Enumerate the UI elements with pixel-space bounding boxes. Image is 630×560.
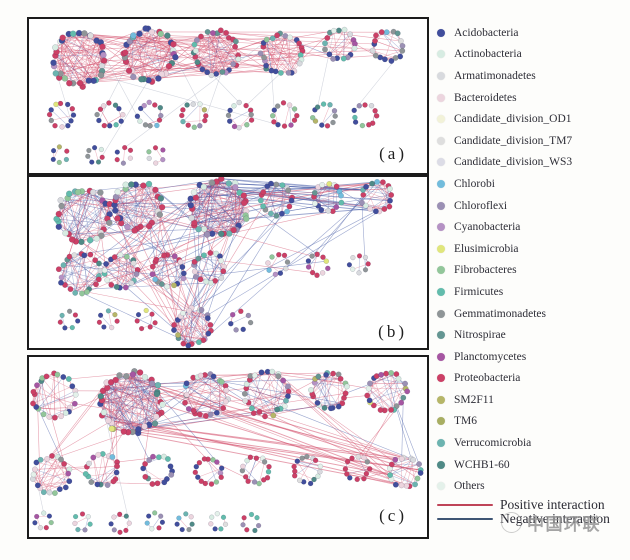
phylum-color-dot	[437, 352, 445, 361]
phylum-label: Verrucomicrobia	[454, 437, 532, 450]
phylum-color-dot	[437, 266, 445, 275]
phylum-color-dot	[437, 309, 445, 318]
legend-item-gemmatimonadetes: Gemmatimonadetes	[437, 303, 629, 325]
legend-item-nitrospirae: Nitrospirae	[437, 324, 629, 346]
positive-interaction-row: Positive interaction	[437, 497, 630, 512]
legend-item-chloroflexi: Chloroflexi	[437, 195, 629, 217]
legend-item-fibrobacteres: Fibrobacteres	[437, 260, 629, 282]
phylum-label: TM6	[454, 415, 477, 428]
phylum-color-dot	[437, 71, 445, 80]
panel-label-a: (a)	[377, 144, 409, 164]
legend-item-candidate_division_ws3: Candidate_division_WS3	[437, 152, 629, 174]
phylum-label: Elusimicrobia	[454, 242, 519, 255]
legend-item-others: Others	[437, 475, 629, 497]
phylum-color-dot	[437, 136, 445, 145]
taxa-legend: Acidobacteria Actinobacteria Armatimonadet…	[437, 22, 629, 497]
network-canvas-c	[30, 368, 424, 535]
legend-item-tm6: TM6	[437, 411, 629, 433]
legend-item-proteobacteria: Proteobacteria	[437, 368, 629, 390]
phylum-color-dot	[437, 482, 445, 491]
phylum-label: WCHB1-60	[454, 458, 510, 471]
phylum-label: Cyanobacteria	[454, 221, 521, 234]
legend-item-verrucomicrobia: Verrucomicrobia	[437, 432, 629, 454]
phylum-label: Planctomycetes	[454, 350, 527, 363]
legend-item-firmicutes: Firmicutes	[437, 281, 629, 303]
interaction-legend: Positive interaction Negative interactio…	[437, 497, 630, 526]
phylum-color-dot	[437, 244, 445, 253]
phylum-label: Proteobacteria	[454, 372, 521, 385]
positive-interaction-label: Positive interaction	[500, 497, 605, 512]
phylum-color-dot	[437, 287, 445, 296]
phylum-color-dot	[437, 374, 445, 383]
phylum-color-dot	[437, 223, 445, 232]
phylum-label: Acidobacteria	[454, 26, 519, 39]
legend-item-elusimicrobia: Elusimicrobia	[437, 238, 629, 260]
phylum-label: SM2F11	[454, 393, 494, 406]
phylum-label: Bacteroidetes	[454, 91, 517, 104]
legend-item-candidate_division_tm7: Candidate_division_TM7	[437, 130, 629, 152]
phylum-color-dot	[437, 331, 445, 340]
phylum-color-dot	[437, 395, 445, 404]
phylum-color-dot	[437, 50, 445, 59]
phylum-color-dot	[437, 460, 445, 469]
negative-line-swatch	[437, 517, 493, 521]
phylum-label: Candidate_division_OD1	[454, 113, 572, 126]
panel-label-b: (b)	[376, 322, 409, 342]
phylum-label: Armatimonadetes	[454, 69, 536, 82]
phylum-color-dot	[437, 93, 445, 102]
phylum-label: Fibrobacteres	[454, 264, 517, 277]
phylum-color-dot	[437, 28, 445, 37]
phylum-label: Candidate_division_TM7	[454, 134, 573, 147]
phylum-label: Candidate_division_WS3	[454, 156, 573, 169]
legend-item-wchb1-60: WCHB1-60	[437, 454, 629, 476]
legend-item-sm2f11: SM2F11	[437, 389, 629, 411]
phylum-label: Nitrospirae	[454, 329, 506, 342]
phylum-color-dot	[437, 179, 445, 188]
phylum-color-dot	[437, 115, 445, 124]
phylum-label: Actinobacteria	[454, 48, 522, 61]
network-panel-a: (a)	[27, 17, 429, 175]
phylum-color-dot	[437, 439, 445, 448]
legend-item-candidate_division_od1: Candidate_division_OD1	[437, 108, 629, 130]
phylum-color-dot	[437, 201, 445, 210]
legend-item-chlorobi: Chlorobi	[437, 173, 629, 195]
phylum-label: Chloroflexi	[454, 199, 508, 212]
panel-label-c: (c)	[377, 506, 409, 526]
phylum-color-dot	[437, 158, 445, 167]
positive-line-swatch	[437, 503, 493, 507]
network-panel-b: (b)	[27, 175, 429, 350]
phylum-label: Others	[454, 480, 485, 493]
network-canvas-a	[46, 25, 406, 166]
legend-item-armatimonadetes: Armatimonadetes	[437, 65, 629, 87]
negative-interaction-label: Negative interaction	[500, 511, 610, 526]
phylum-label: Chlorobi	[454, 177, 495, 190]
legend-item-bacteroidetes: Bacteroidetes	[437, 87, 629, 109]
legend-item-planctomycetes: Planctomycetes	[437, 346, 629, 368]
legend-item-cyanobacteria: Cyanobacteria	[437, 216, 629, 238]
phylum-color-dot	[437, 417, 445, 426]
phylum-label: Gemmatimonadetes	[454, 307, 546, 320]
phylum-label: Firmicutes	[454, 285, 504, 298]
negative-interaction-row: Negative interaction	[437, 511, 630, 526]
network-panel-c: (c)	[27, 355, 429, 539]
legend-item-actinobacteria: Actinobacteria	[437, 44, 629, 66]
legend-item-acidobacteria: Acidobacteria	[437, 22, 629, 44]
network-canvas-b	[53, 177, 395, 348]
